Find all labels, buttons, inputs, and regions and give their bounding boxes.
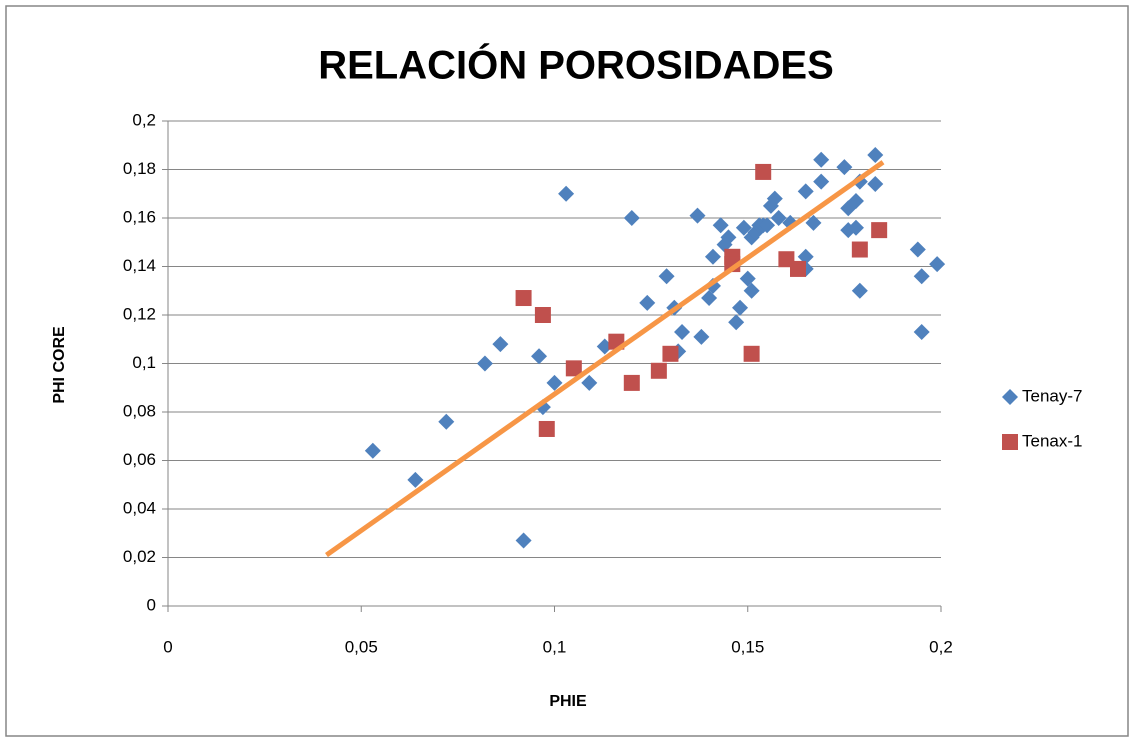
point (407, 471, 424, 488)
point (739, 270, 756, 287)
point (909, 241, 926, 258)
y-axis-label: PHI CORE (51, 326, 68, 404)
point (650, 362, 667, 379)
point (662, 345, 679, 362)
point (704, 248, 721, 265)
y-tick-label: 0,18 (123, 159, 156, 178)
point (623, 374, 640, 391)
point (813, 151, 830, 168)
point (515, 532, 532, 549)
point (847, 193, 864, 210)
x-axis-label: PHIE (549, 693, 587, 710)
x-tick-label: 0,2 (929, 637, 953, 656)
point (639, 294, 656, 311)
point (759, 217, 776, 234)
point (735, 219, 752, 236)
point (851, 282, 868, 299)
point (531, 348, 548, 365)
point (693, 328, 710, 345)
point (515, 290, 532, 307)
point (689, 207, 706, 224)
point (913, 268, 930, 285)
point (766, 190, 783, 207)
point (770, 210, 787, 226)
point (755, 163, 772, 180)
point (1002, 389, 1018, 405)
point (581, 374, 598, 391)
point (797, 248, 814, 265)
point (476, 355, 493, 372)
point (534, 307, 551, 323)
point (623, 210, 640, 226)
y-tick-label: 0,12 (123, 304, 156, 323)
point (492, 336, 509, 353)
trendline (325, 160, 885, 558)
y-tick-label: 0,04 (123, 498, 156, 517)
legend-label: Tenay-7 (1022, 386, 1082, 405)
point (929, 256, 946, 273)
point (867, 176, 884, 193)
point (836, 159, 853, 176)
y-tick-label: 0,02 (123, 547, 156, 566)
point (743, 282, 760, 299)
point (847, 219, 864, 236)
y-tick-label: 0,16 (123, 207, 156, 226)
y-tick-label: 0,14 (123, 256, 156, 275)
point (658, 268, 675, 285)
x-tick-label: 0,05 (345, 637, 378, 656)
point (813, 173, 830, 190)
point (701, 290, 718, 307)
point (712, 217, 729, 234)
point (538, 420, 555, 437)
point (674, 323, 691, 340)
chart-title: RELACIÓN POROSIDADES (318, 42, 834, 88)
point (438, 413, 455, 430)
point (732, 299, 749, 316)
y-tick-label: 0,2 (132, 110, 156, 129)
x-tick-label: 0,1 (543, 637, 567, 656)
point (797, 183, 814, 200)
y-tick-label: 0 (147, 595, 156, 614)
point (364, 442, 381, 459)
y-tick-label: 0,06 (123, 450, 156, 469)
point (558, 185, 575, 202)
point (913, 323, 930, 340)
point (743, 345, 760, 362)
point (565, 360, 582, 377)
point (789, 260, 806, 277)
point (851, 241, 868, 258)
point (867, 146, 884, 163)
point (805, 214, 822, 231)
point (720, 229, 737, 246)
point (546, 374, 563, 391)
y-tick-label: 0,1 (132, 353, 156, 372)
legend-label: Tenax-1 (1022, 431, 1082, 450)
point (1002, 434, 1018, 450)
x-tick-label: 0 (163, 637, 172, 656)
point (728, 314, 745, 331)
x-tick-label: 0,15 (731, 637, 764, 656)
point (871, 222, 888, 239)
y-tick-label: 0,08 (123, 401, 156, 420)
